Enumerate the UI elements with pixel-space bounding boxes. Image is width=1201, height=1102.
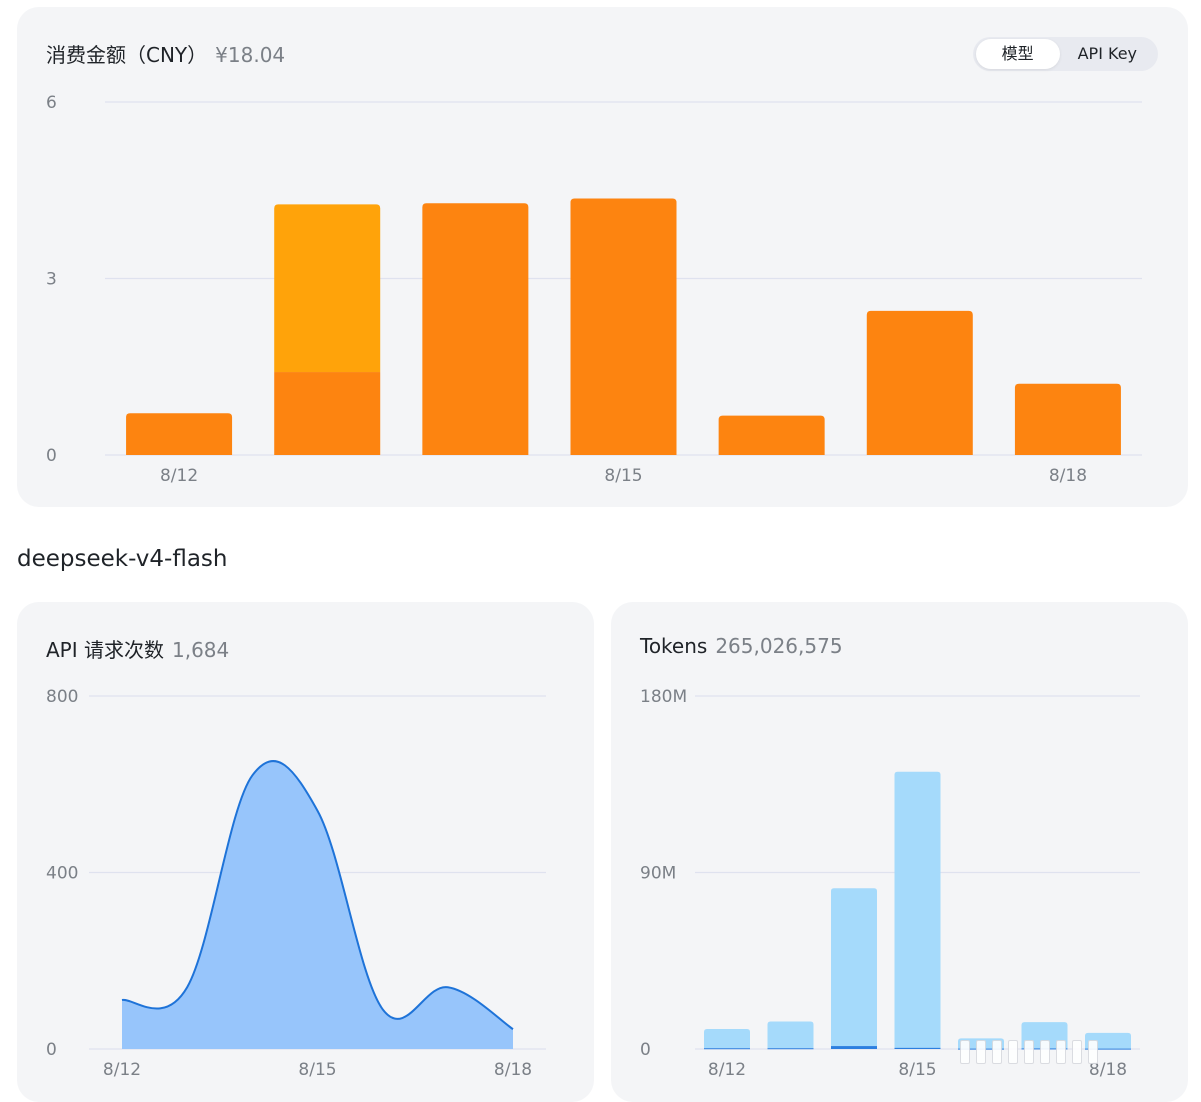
bar-tokens-dark [831,1046,877,1049]
bar-primary [274,372,381,455]
bar-secondary [274,204,381,373]
requests-total: 1,684 [172,638,230,662]
x-tick-label: 8/12 [160,466,198,486]
tokens-title-label: Tokens [640,634,708,658]
cost-title: 消费金额（CNY） ¥18.04 [46,39,285,68]
toggle-api-key[interactable]: API Key [1077,44,1137,63]
y-tick-label: 0 [46,1040,57,1060]
x-tick-label: 8/18 [1089,1060,1127,1080]
x-tick-label: 8/18 [494,1060,532,1080]
requests-area [122,761,513,1049]
y-tick-label: 0 [640,1040,651,1060]
model-section-title: deepseek-v4-flash [17,546,228,572]
x-tick-label: 8/12 [708,1060,746,1080]
bar-primary [866,310,973,455]
cost-total: ¥18.04 [215,43,286,67]
y-tick-label: 800 [46,687,78,707]
y-tick-label: 180M [640,687,687,707]
bar-tokens-light [704,1028,750,1049]
toggle-model[interactable]: 模型 [975,39,1060,69]
bar-tokens-dark [1085,1048,1131,1050]
requests-line [121,760,514,1030]
y-tick-label: 3 [46,270,57,290]
x-tick-label: 8/12 [103,1060,141,1080]
tokens-title: Tokens 265,026,575 [640,634,843,658]
cost-card: 消费金额（CNY） ¥18.04 模型 API Key 0 3 6 8/12 8/15 8/… [17,7,1188,507]
x-tick-label: 8/18 [1049,466,1087,486]
requests-area-chart: 0 400 800 8/12 8/15 8/18 [46,687,546,1080]
group-by-toggle: 模型 API Key [972,37,1158,71]
bar-primary [126,413,233,455]
watermark [960,1040,1098,1064]
bar-tokens-dark [704,1048,750,1050]
bar-primary [1014,383,1121,455]
cost-title-label: 消费金额（CNY） [46,43,208,67]
x-tick-label: 8/15 [898,1060,936,1080]
x-tick-label: 8/15 [604,466,642,486]
y-tick-label: 400 [46,864,78,884]
bar-primary [422,203,529,455]
bar-tokens-light [831,888,877,1047]
bar-tokens-dark [767,1048,814,1050]
y-tick-label: 90M [640,864,676,884]
bar-tokens-dark [894,1047,941,1049]
bar-primary [718,415,825,455]
tokens-card: Tokens 265,026,575 0 90M 180M 8/12 8/15 8/18 [611,602,1188,1102]
requests-card: API 请求次数 1,684 0 400 800 8/12 8/15 8/18 [17,602,594,1102]
x-tick-label: 8/15 [298,1060,336,1080]
bar-tokens-light [894,771,941,1048]
tokens-total: 265,026,575 [715,634,843,658]
bar-tokens-light [767,1021,814,1049]
requests-title: API 请求次数 1,684 [46,634,229,663]
y-tick-label: 0 [46,446,57,466]
cost-bar-chart: 0 3 6 8/12 8/15 8/18 [46,93,1142,486]
tokens-bar-chart: 0 90M 180M 8/12 8/15 8/18 [640,687,1140,1080]
bar-primary [570,198,677,455]
requests-title-label: API 请求次数 [46,638,164,662]
y-tick-label: 6 [46,93,57,113]
